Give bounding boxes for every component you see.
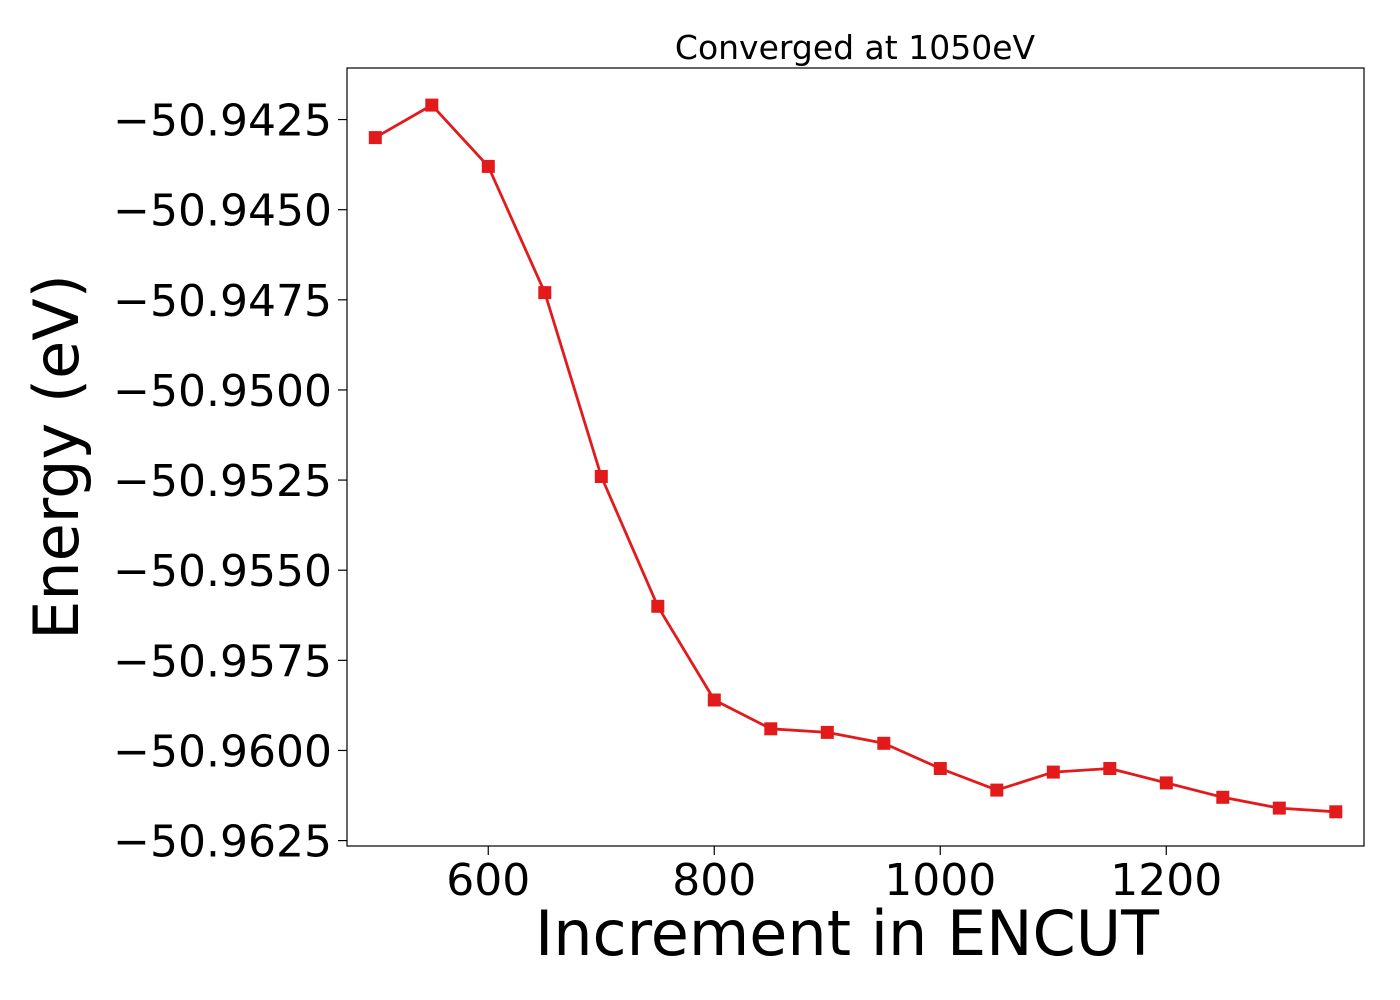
y-axis-label: Energy (eV) <box>20 274 93 640</box>
y-axis-ticks: −50.9425 −50.9450 −50.9475 −50.9500 −50.9525… <box>113 96 347 868</box>
data-point-marker <box>651 599 665 613</box>
x-tick-label: 1000 <box>884 855 996 906</box>
data-point-marker <box>481 159 495 173</box>
data-point-marker <box>1216 790 1230 804</box>
x-tick-label: 600 <box>446 855 530 906</box>
energy-series-markers <box>368 98 1343 819</box>
data-point-marker <box>1046 765 1060 779</box>
data-point-marker <box>820 725 834 739</box>
data-point-marker <box>877 736 891 750</box>
data-point-marker <box>1329 805 1343 819</box>
data-point-marker <box>594 470 608 483</box>
data-point-marker <box>368 131 382 145</box>
x-tick-label: 1200 <box>1110 855 1222 906</box>
y-tick-label: −50.9575 <box>113 636 332 687</box>
y-tick-label: −50.9450 <box>113 186 332 237</box>
data-point-marker <box>1103 762 1117 775</box>
data-point-marker <box>1159 776 1173 790</box>
y-tick-label: −50.9625 <box>113 817 332 868</box>
x-axis-label: Increment in ENCUT <box>535 897 1160 970</box>
energy-series-line <box>374 103 1336 814</box>
x-tick-label: 800 <box>672 855 756 906</box>
data-point-marker <box>933 762 947 775</box>
y-tick-label: −50.9600 <box>113 726 332 777</box>
y-tick-label: −50.9425 <box>113 96 332 147</box>
plot-area-frame <box>346 67 1365 847</box>
y-tick-label: −50.9525 <box>113 456 332 507</box>
data-point-marker <box>707 693 721 707</box>
x-axis-ticks: 600 800 1000 1200 <box>446 846 1222 906</box>
y-tick-label: −50.9500 <box>113 366 332 417</box>
data-point-marker <box>538 286 552 300</box>
data-point-marker <box>764 722 778 736</box>
data-point-marker <box>990 783 1004 797</box>
y-tick-label: −50.9550 <box>113 546 332 597</box>
data-point-marker <box>425 98 439 112</box>
data-point-marker <box>1272 801 1286 815</box>
chart-title: Converged at 1050eV <box>675 28 1036 67</box>
y-tick-label: −50.9475 <box>113 276 332 327</box>
